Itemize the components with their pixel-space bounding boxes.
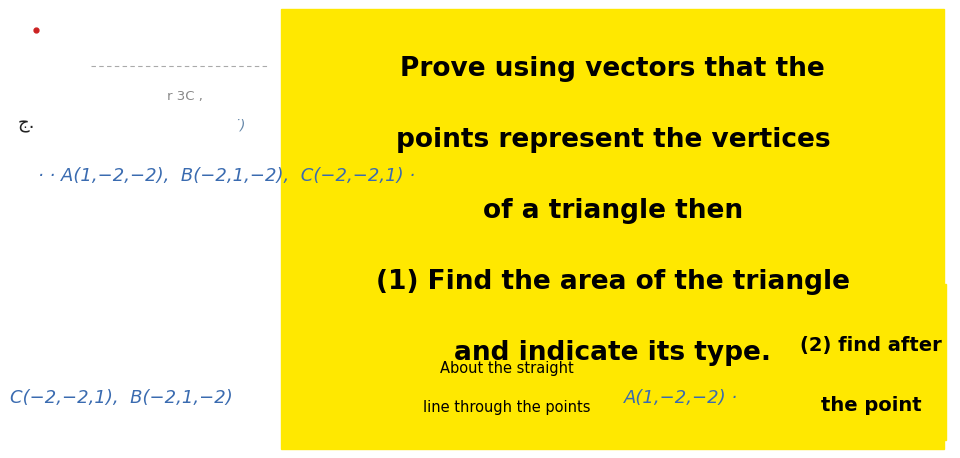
Text: and indicate its type.: and indicate its type. — [454, 340, 771, 365]
Text: (1) Find the area of the triangle: (1) Find the area of the triangle — [376, 269, 850, 294]
Text: Prove using vectors that the: Prove using vectors that the — [400, 56, 826, 82]
Text: C(−2,−2,1),  B(−2,1,−2): C(−2,−2,1), B(−2,1,−2) — [10, 389, 232, 408]
Text: · Ṗ: · Ṗ — [762, 278, 778, 290]
Text: ˙): ˙) — [233, 119, 246, 133]
Text: of a triangle then: of a triangle then — [483, 198, 743, 224]
Text: (2) find after: (2) find after — [801, 336, 942, 355]
FancyBboxPatch shape — [281, 9, 944, 449]
Text: · · A(1,−2,−2),  B(−2,1,−2),  C(−2,−2,1) ·: · · A(1,−2,−2), B(−2,1,−2), C(−2,−2,1) · — [38, 167, 416, 185]
Text: · ·: · · — [777, 170, 789, 183]
Text: the point: the point — [821, 396, 922, 415]
Text: line through the points: line through the points — [423, 400, 590, 415]
FancyBboxPatch shape — [415, 332, 600, 440]
Text: points represent the vertices: points represent the vertices — [396, 127, 830, 153]
Text: About the straight: About the straight — [441, 361, 574, 376]
Text: ج.: ج. — [17, 114, 35, 133]
Text: r 3C ,: r 3C , — [167, 90, 203, 103]
FancyBboxPatch shape — [796, 284, 947, 440]
Text: A(1,−2,−2) ·: A(1,−2,−2) · — [624, 389, 738, 408]
